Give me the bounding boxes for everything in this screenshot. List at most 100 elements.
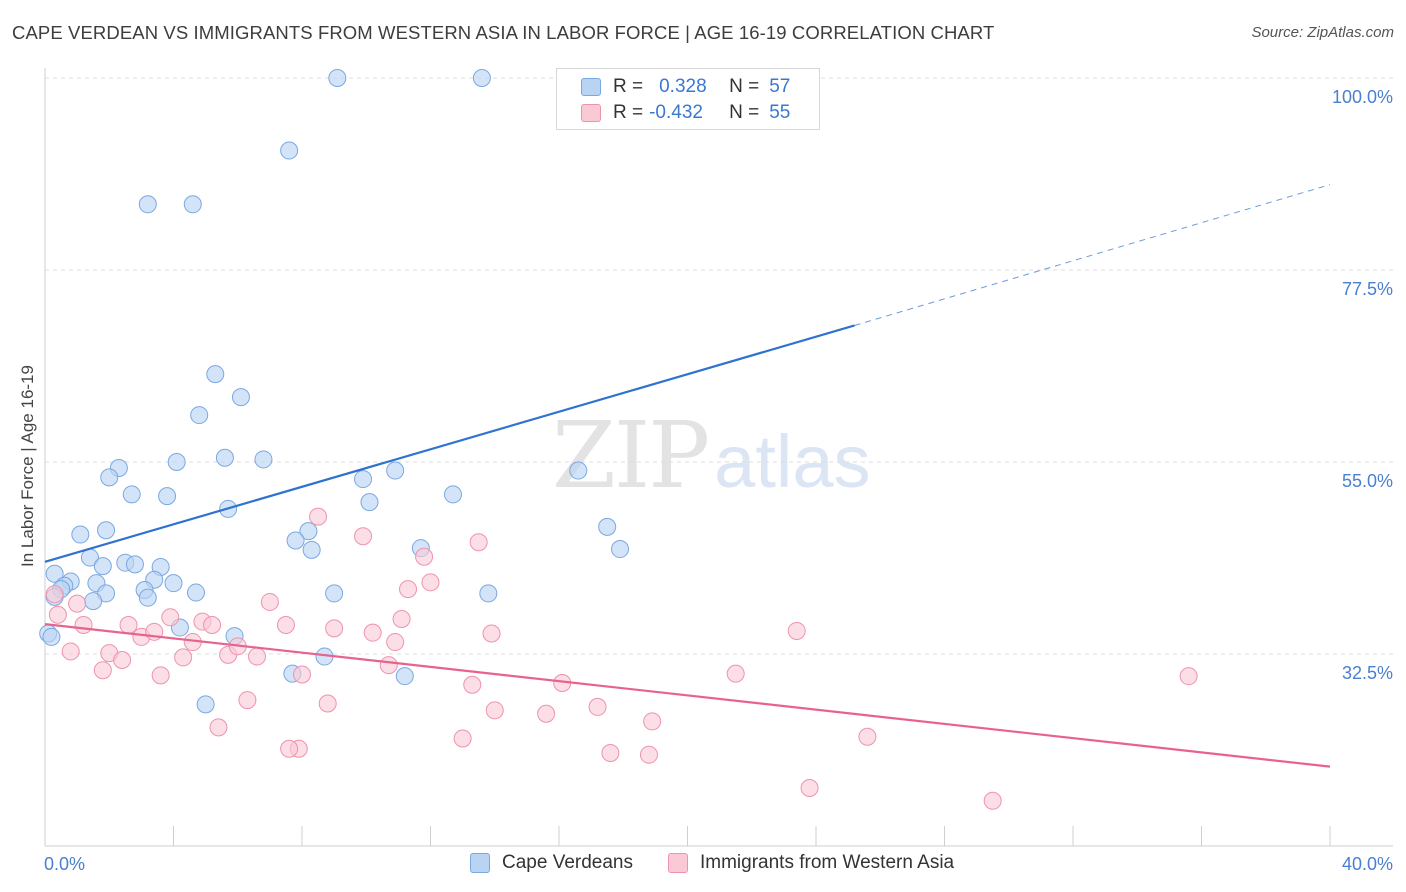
data-point-cape-verdean [611,540,630,559]
data-point-cape-verdean [138,588,157,607]
data-point-cape-verdean [299,522,318,541]
data-point-cape-verdean [206,365,225,384]
data-point-western-asia [601,743,620,762]
data-point-cape-verdean [302,540,321,559]
data-point-western-asia [453,729,472,748]
y-tick-label: 55.0% [1342,471,1393,491]
data-point-cape-verdean [125,555,144,574]
legend-row-western-asia: R = -0.432 N = 55 [581,101,790,125]
data-point-cape-verdean [93,557,112,576]
data-point-western-asia [415,547,434,566]
data-point-western-asia [68,594,87,613]
data-point-western-asia [203,615,222,634]
series-cape-verdeans [39,69,630,714]
data-point-cape-verdean [164,574,183,593]
data-point-western-asia [421,573,440,592]
data-point-western-asia [354,527,373,546]
y-axis-title: In Labor Force | Age 16-19 [18,365,37,567]
data-point-cape-verdean [183,195,202,214]
data-point-cape-verdean [45,564,64,583]
data-point-cape-verdean [122,485,141,504]
data-point-western-asia [45,585,64,604]
data-point-cape-verdean [190,406,209,425]
data-point-cape-verdean [479,584,498,603]
data-point-western-asia [260,592,279,611]
data-point-cape-verdean [71,525,90,544]
data-point-western-asia [174,648,193,667]
data-point-western-asia [93,661,112,680]
series-western-asia [45,507,1198,810]
data-point-western-asia [318,694,337,713]
source-credit: Source: ZipAtlas.com [1251,24,1394,41]
data-point-cape-verdean [325,584,344,603]
data-point-cape-verdean [215,448,234,467]
data-point-cape-verdean [196,695,215,714]
data-point-western-asia [588,697,607,716]
legend-series-name: Cape Verdeans [502,852,633,873]
data-point-cape-verdean [328,69,347,87]
data-point-western-asia [248,647,267,666]
legend-series-name: Immigrants from Western Asia [700,852,955,873]
data-point-cape-verdean [231,388,250,407]
y-tick-label: 77.5% [1342,279,1393,299]
legend-swatch-pink [668,853,688,873]
data-point-western-asia [858,727,877,746]
data-point-western-asia [280,739,299,758]
data-point-western-asia [643,712,662,731]
trend-line-western-asia [44,623,1331,768]
legend-swatch-blue [581,78,601,96]
data-point-western-asia [392,610,411,629]
data-point-western-asia [209,718,228,737]
data-point-western-asia [61,642,80,661]
legend-row-cape-verdeans: R = 0.328 N = 57 [581,75,790,99]
data-point-western-asia [379,656,398,675]
legend-n-value: 55 [769,102,791,123]
correlation-legend: R = 0.328 N = 57 R = -0.432 N = 55 [556,68,820,130]
data-point-western-asia [74,615,93,634]
data-point-cape-verdean [598,517,617,536]
data-point-western-asia [386,633,405,652]
y-tick-label: 100.0% [1332,87,1393,107]
trend-line-cape-verdeans-projection [854,184,1331,326]
data-point-western-asia [151,666,170,685]
legend-swatch-pink [581,104,601,122]
data-point-cape-verdean [280,141,299,160]
data-point-western-asia [293,665,311,684]
data-point-cape-verdean [386,461,405,480]
legend-r-label: R = [613,102,644,123]
tick-labels: 32.5% 55.0% 77.5% 100.0% 0.0% 40.0% [44,87,1393,874]
x-tick-label: 0.0% [44,854,85,874]
data-point-western-asia [639,745,658,764]
trend-lines [44,184,1331,768]
data-point-western-asia [800,778,819,797]
data-point-western-asia [983,791,1002,810]
data-point-cape-verdean [100,468,119,487]
data-point-western-asia [485,701,504,720]
data-point-western-asia [161,608,180,627]
legend-r-value: -0.432 [649,102,703,123]
axes [44,68,1393,847]
data-point-cape-verdean [569,461,588,480]
data-point-cape-verdean [360,493,379,512]
data-point-cape-verdean [42,627,61,646]
legend-n-label: N = [729,102,760,123]
data-point-western-asia [325,619,344,638]
x-tick-label: 40.0% [1342,854,1393,874]
data-point-western-asia [469,533,488,552]
series-legend: Cape Verdeans Immigrants from Western As… [0,852,1406,878]
data-point-western-asia [309,507,328,526]
data-point-cape-verdean [443,485,462,504]
data-point-cape-verdean [395,667,414,686]
data-point-western-asia [363,623,382,642]
legend-n-value: 57 [769,76,791,97]
data-point-western-asia [113,650,132,669]
chart-title: CAPE VERDEAN VS IMMIGRANTS FROM WESTERN … [12,22,995,43]
data-point-western-asia [463,675,482,694]
data-point-cape-verdean [186,583,205,602]
data-point-western-asia [399,580,418,599]
data-point-cape-verdean [354,470,373,489]
data-point-western-asia [276,615,295,634]
data-point-western-asia [537,704,556,723]
y-tick-label: 32.5% [1342,663,1393,683]
